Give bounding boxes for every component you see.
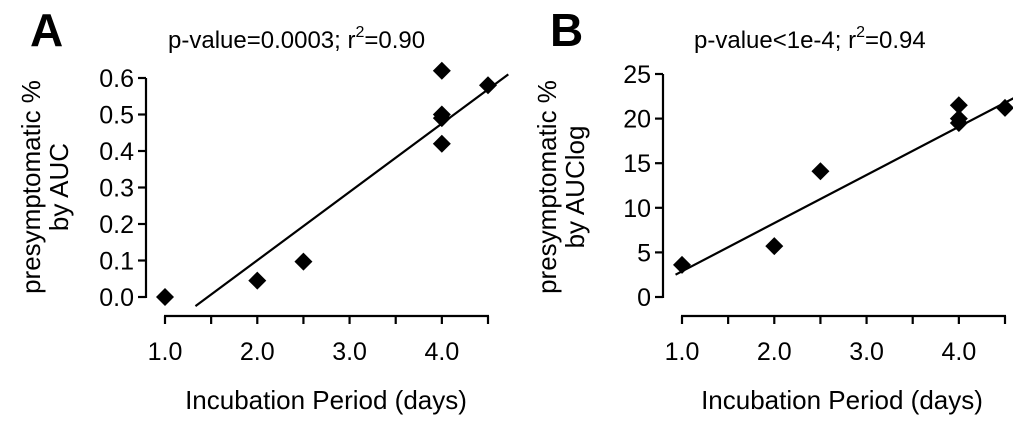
- panel-a-ylabel-line1: presymptomatic %: [16, 80, 46, 294]
- panel-a-data-point: [294, 252, 313, 271]
- panel-b-y-tick-label: 20: [623, 106, 651, 134]
- panel-a-data-point: [432, 61, 451, 80]
- panel-a-data-point: [432, 105, 451, 124]
- panel-a-data-point: [248, 271, 267, 290]
- panel-b-y-tick-label: 0: [637, 284, 651, 312]
- panel-b-stat: p-value<1e-4; r2=0.94: [694, 24, 926, 54]
- panel-a-stat: p-value=0.0003; r2=0.90: [168, 24, 425, 54]
- panel-a-x-tick-label: 1.0: [148, 338, 183, 366]
- panel-a-xlabel: Incubation Period (days): [185, 385, 467, 415]
- panel-a: A p-value=0.0003; r2=0.90 presymptomatic…: [16, 4, 509, 415]
- panel-a-data-point: [156, 288, 174, 306]
- panel-a-y-tick-label: 0.5: [99, 102, 134, 130]
- panel-b-y-tick-label: 15: [623, 150, 651, 178]
- panel-a-y-tick-label: 0.6: [99, 65, 134, 93]
- panel-a-y-tick-label: 0.0: [99, 284, 134, 312]
- panel-a-data-point: [479, 76, 497, 95]
- panel-b-data-point: [673, 255, 691, 274]
- panel-a-data-point: [432, 134, 451, 153]
- panel-b-label: B: [550, 4, 583, 56]
- panel-b-data-point: [765, 237, 784, 256]
- panel-a-y-tick-label: 0.4: [99, 138, 134, 166]
- panel-a-y-tick-label: 0.2: [99, 211, 134, 239]
- panel-b-x-tick-label: 4.0: [941, 338, 976, 366]
- panel-b-y-tick-label: 5: [637, 239, 651, 267]
- panel-a-y-tick-label: 0.3: [99, 175, 134, 203]
- panel-b-x-tick-label: 3.0: [849, 338, 884, 366]
- panel-b: B p-value<1e-4; r2=0.94 presymptomatic %…: [532, 4, 1013, 415]
- panel-b-y-tick-label: 10: [623, 195, 651, 223]
- panel-b-fit-line: [675, 97, 1013, 276]
- panel-b-data-point: [811, 162, 830, 181]
- panel-b-xlabel: Incubation Period (days): [701, 385, 983, 415]
- panel-b-data-point: [949, 96, 968, 115]
- panel-b-x-tick-label: 2.0: [757, 338, 792, 366]
- panel-a-label: A: [30, 4, 63, 56]
- panel-a-x-tick-label: 3.0: [332, 338, 367, 366]
- panel-b-ylabel-line2: by AUClog: [560, 126, 590, 249]
- panel-b-x-tick-label: 1.0: [665, 338, 700, 366]
- panel-a-y-tick-label: 0.1: [99, 248, 134, 276]
- panel-a-fit-line: [194, 73, 509, 308]
- panel-b-ylabel-line1: presymptomatic %: [532, 80, 562, 294]
- panel-a-ylabel-line2: by AUC: [44, 143, 74, 231]
- panel-b-y-tick-label: 25: [623, 61, 651, 89]
- panel-b-data-point: [949, 109, 968, 128]
- panel-a-plot: 0.0 0.1 0.2 0.3 0.4 0.5 0.6 1.0 2.0 3.0 4.0: [99, 61, 509, 366]
- panel-b-data-point: [996, 98, 1013, 117]
- panel-a-x-tick-label: 2.0: [240, 338, 275, 366]
- panel-a-x-tick-label: 4.0: [424, 338, 459, 366]
- panel-b-plot: 0 5 10 15 20 25 1.0 2.0 3.0 4.0: [623, 61, 1013, 366]
